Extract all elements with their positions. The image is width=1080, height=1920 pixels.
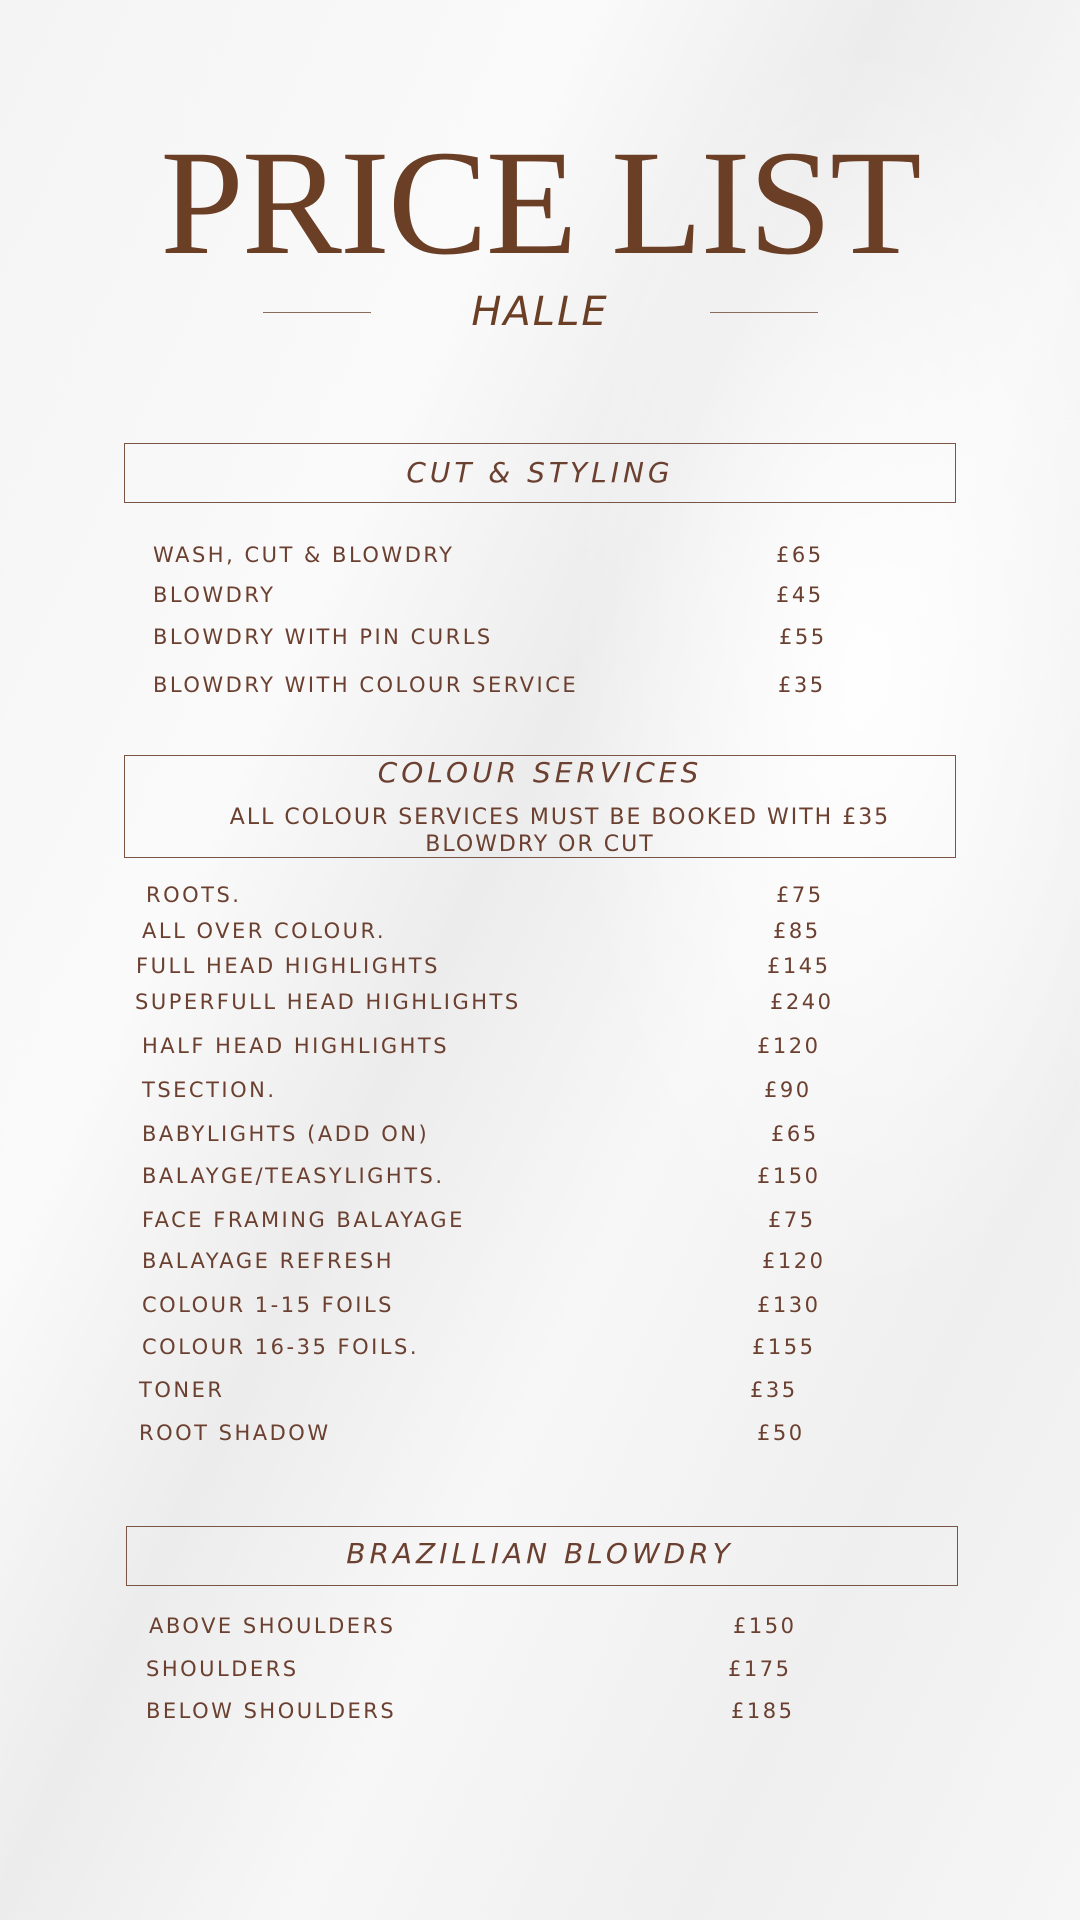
item-name: BELOW SHOULDERS xyxy=(146,1699,397,1723)
item-price: £155 xyxy=(752,1335,816,1359)
item-price: £130 xyxy=(757,1293,821,1317)
item-name: HALF HEAD HIGHLIGHTS xyxy=(142,1034,450,1058)
item-price: £90 xyxy=(764,1078,812,1102)
item-name: ABOVE SHOULDERS xyxy=(149,1614,396,1638)
item-name: BLOWDRY WITH COLOUR SERVICE xyxy=(153,673,579,697)
item-name: BALAYAGE REFRESH xyxy=(142,1249,395,1273)
item-name: SHOULDERS xyxy=(146,1657,299,1681)
section-box-colour-services xyxy=(124,755,956,858)
item-price: £145 xyxy=(767,954,831,978)
item-name: SUPERFULL HEAD HIGHLIGHTS xyxy=(135,990,521,1014)
item-price: £55 xyxy=(779,625,827,649)
item-name: COLOUR 1-15 FOILS xyxy=(142,1293,394,1317)
item-price: £45 xyxy=(776,583,824,607)
item-name: BLOWDRY xyxy=(153,583,276,607)
section-note-line1: ALL COLOUR SERVICES MUST BE BOOKED WITH … xyxy=(229,805,891,830)
section-title-cut-styling: CUT & STYLING xyxy=(406,456,674,489)
item-name: TSECTION. xyxy=(142,1078,277,1102)
item-name: FACE FRAMING BALAYAGE xyxy=(142,1208,465,1232)
item-price: £120 xyxy=(757,1034,821,1058)
item-price: £65 xyxy=(776,543,824,567)
item-price: £50 xyxy=(757,1421,805,1445)
page-title: PRICE LIST xyxy=(160,120,921,286)
item-price: £75 xyxy=(776,883,824,907)
item-price: £150 xyxy=(757,1164,821,1188)
divider-left xyxy=(263,312,371,313)
salon-name: HALLE xyxy=(471,289,609,335)
item-price: £35 xyxy=(778,673,826,697)
item-price: £150 xyxy=(733,1614,797,1638)
section-box-brazillian-blowdry xyxy=(126,1526,958,1586)
section-box-cut-styling xyxy=(124,443,956,503)
item-price: £175 xyxy=(728,1657,792,1681)
item-price: £35 xyxy=(750,1378,798,1402)
item-price: £85 xyxy=(773,919,821,943)
item-name: BABYLIGHTS (ADD ON) xyxy=(142,1122,430,1146)
section-note-line2: BLOWDRY OR CUT xyxy=(425,832,655,857)
section-title-brazillian-blowdry: BRAZILLIAN BLOWDRY xyxy=(346,1537,734,1570)
item-name: WASH, CUT & BLOWDRY xyxy=(153,543,455,567)
item-name: BLOWDRY WITH PIN CURLS xyxy=(153,625,493,649)
divider-right xyxy=(710,312,818,313)
item-name: FULL HEAD HIGHLIGHTS xyxy=(136,954,440,978)
item-name: BALAYGE/TEASYLIGHTS. xyxy=(142,1164,445,1188)
item-price: £65 xyxy=(771,1122,819,1146)
item-name: ROOTS. xyxy=(146,883,242,907)
item-price: £75 xyxy=(768,1208,816,1232)
item-name: ALL OVER COLOUR. xyxy=(142,919,387,943)
item-name: COLOUR 16-35 FOILS. xyxy=(142,1335,420,1359)
item-price: £240 xyxy=(770,990,834,1014)
section-title-colour-services: COLOUR SERVICES xyxy=(377,756,703,789)
item-name: TONER xyxy=(139,1378,225,1402)
item-price: £120 xyxy=(762,1249,826,1273)
item-name: ROOT SHADOW xyxy=(139,1421,331,1445)
item-price: £185 xyxy=(731,1699,795,1723)
